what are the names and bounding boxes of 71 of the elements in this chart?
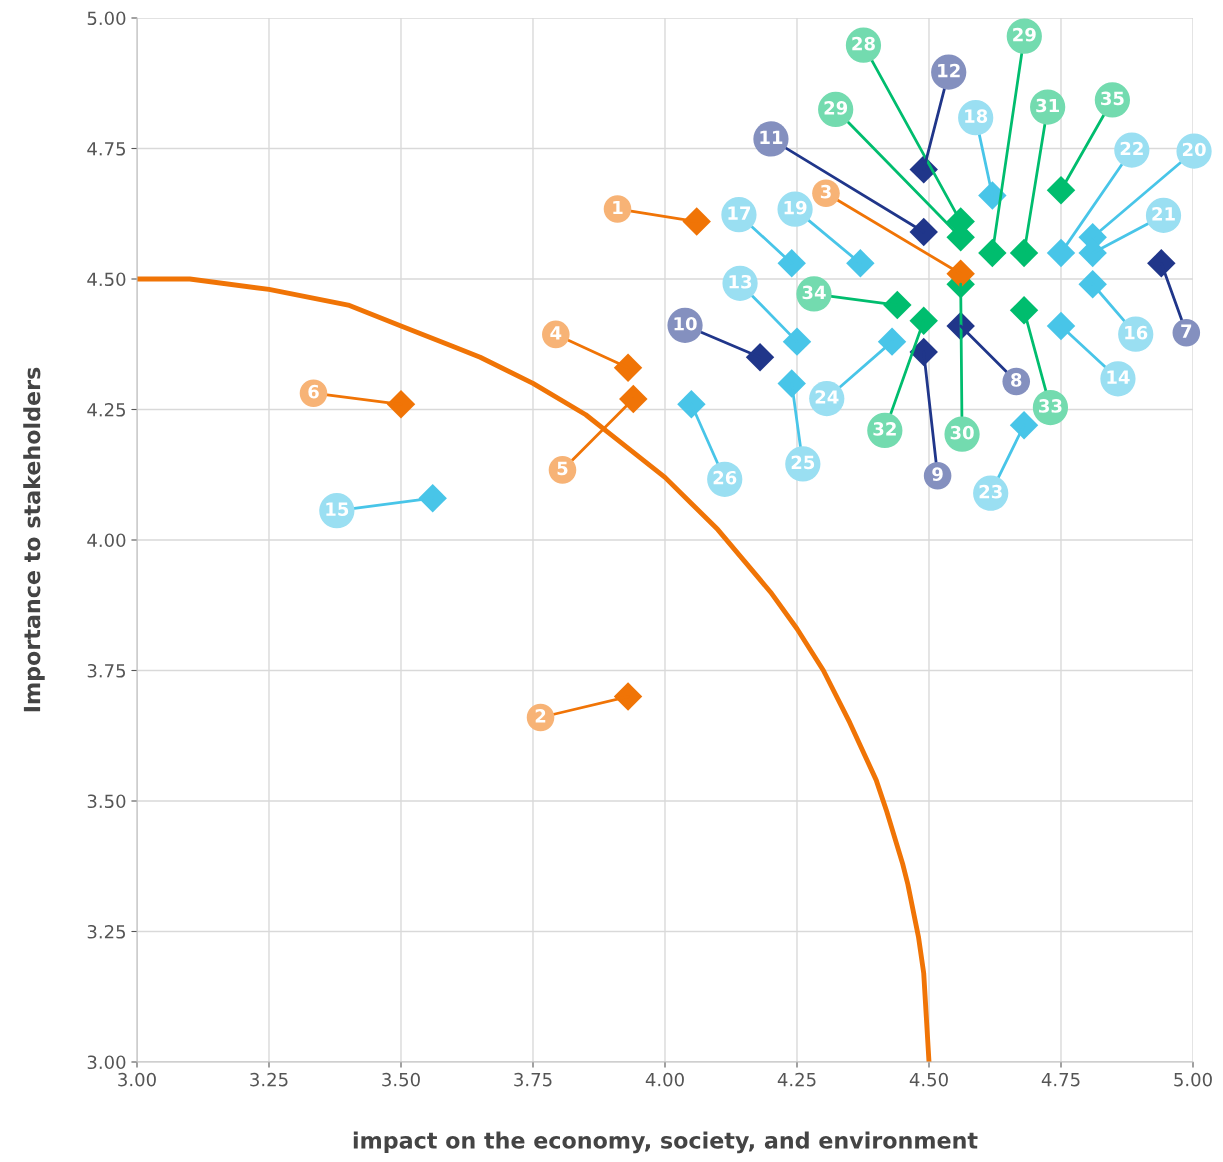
line-series: [137, 276, 932, 1062]
point: [909, 306, 938, 335]
annotation: 35: [1101, 91, 1124, 106]
annotation: 5: [557, 461, 568, 476]
y-tick-label: 4.00: [87, 533, 126, 548]
annotation: 31: [1036, 98, 1059, 113]
y-tick-label: 3.00: [87, 1055, 126, 1070]
annotation: 30: [950, 425, 974, 440]
x-tick-label: 4.25: [777, 1072, 816, 1087]
x-tick-label: 5.00: [1174, 1072, 1212, 1087]
point: [1078, 269, 1107, 299]
point: [883, 290, 912, 320]
y-tick-label: 4.50: [87, 272, 126, 287]
point: [418, 484, 447, 513]
annotation: 21: [1152, 206, 1175, 221]
point: [677, 390, 706, 419]
x-tick-label: 3.50: [382, 1072, 420, 1087]
annotation: 1: [613, 200, 623, 215]
x-tick-label: 3.00: [118, 1072, 156, 1087]
y-tick-label: 4.75: [87, 142, 126, 156]
y-axis-title: Importance to stakeholders: [23, 367, 45, 712]
annotation: 22: [1120, 141, 1143, 156]
annotation: 2: [535, 709, 546, 723]
annotation: 8: [1011, 373, 1022, 387]
annotation: 24: [815, 390, 839, 404]
annotation: 6: [308, 384, 319, 399]
x-axis-title: impact on the economy, society, and environment: [353, 1131, 978, 1154]
annotation: 11: [760, 130, 783, 144]
annotation: 20: [1182, 142, 1206, 157]
annotation: 26: [713, 470, 737, 485]
annotation: 7: [1181, 324, 1192, 338]
y-tick-label: 3.50: [87, 794, 126, 809]
y-tick-label: 3.25: [87, 924, 126, 939]
x-tick-label: 4.00: [645, 1072, 684, 1087]
y-tick-label: 4.25: [87, 402, 126, 417]
annotation: 28: [852, 36, 875, 51]
annotation: 32: [873, 422, 896, 436]
annotation: 12: [938, 63, 960, 78]
annotation: 3: [820, 184, 831, 199]
point: [1046, 311, 1076, 341]
annotation: 10: [674, 316, 697, 331]
point: [682, 207, 711, 236]
annotation: 13: [729, 274, 752, 289]
point: [1147, 249, 1176, 278]
annotation: 25: [791, 455, 815, 470]
point: [1009, 238, 1039, 268]
point: [1009, 410, 1039, 440]
point: [777, 369, 806, 398]
x-tick-label: 4.75: [1041, 1072, 1080, 1087]
x-tick-label: 3.75: [514, 1072, 552, 1087]
annotation: 33: [1039, 399, 1062, 413]
annotation: 34: [802, 285, 826, 300]
annotation: 29: [1013, 27, 1036, 42]
point: [846, 249, 875, 278]
annotation: 29: [824, 101, 848, 115]
point: [1046, 238, 1076, 268]
annotation: 23: [979, 484, 1002, 499]
annotation: 19: [784, 200, 807, 215]
y-tick-label: 5.00: [87, 11, 126, 26]
annotation: 4: [550, 326, 562, 340]
annotation: 17: [728, 206, 751, 220]
annotation: 16: [1125, 325, 1148, 340]
annotation: 18: [965, 109, 988, 123]
x-tick-label: 3.25: [250, 1072, 288, 1087]
annotation: 14: [1107, 370, 1130, 384]
annotation: 15: [326, 502, 349, 516]
x-tick-label: 4.50: [909, 1072, 948, 1087]
point: [777, 249, 806, 278]
y-tick-label: 3.75: [87, 663, 126, 678]
point: [613, 353, 643, 382]
annotation: 9: [932, 467, 943, 481]
